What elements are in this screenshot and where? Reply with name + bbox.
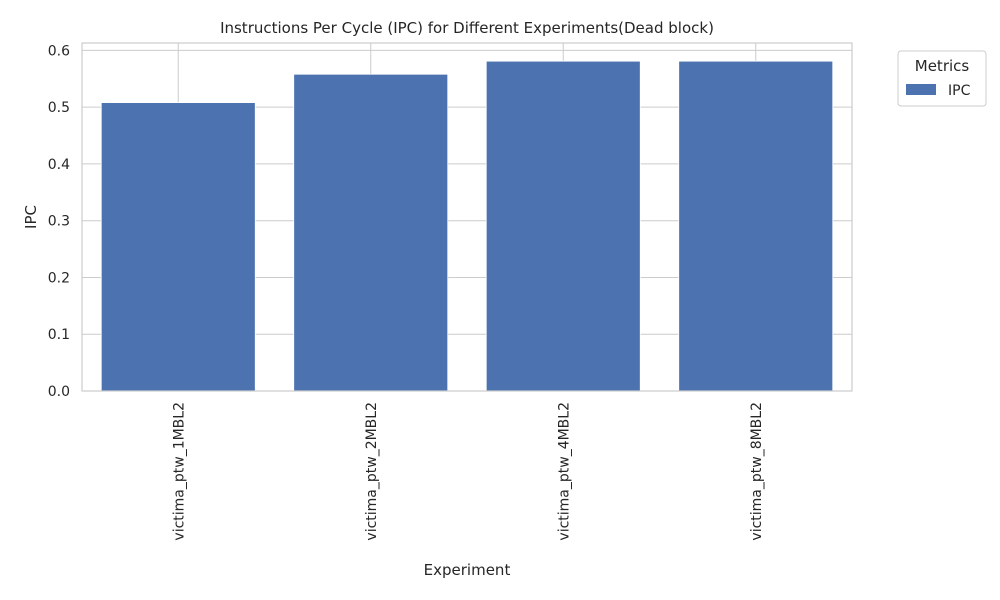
bar-victima_ptw_2MBL2 [293,73,449,392]
chart-title: Instructions Per Cycle (IPC) for Differe… [220,19,714,37]
y-tick-label: 0.5 [48,100,70,116]
legend-label-ipc: IPC [948,83,971,99]
x-tick-label: victima_ptw_2MBL2 [364,402,380,541]
y-tick-label: 0.4 [48,157,70,173]
x-tick-label: victima_ptw_8MBL2 [749,402,765,541]
y-tick-label: 0.2 [48,270,70,286]
bar-victima_ptw_8MBL2 [678,60,834,392]
y-tick-label: 0.1 [48,327,70,343]
y-tick-labels: 0.0 0.1 0.2 0.3 0.4 0.5 0.6 [48,43,70,400]
bar-victima_ptw_4MBL2 [485,60,641,392]
legend-swatch-ipc [906,84,936,95]
x-tick-label: victima_ptw_4MBL2 [556,402,572,541]
y-axis-label: IPC [22,205,40,229]
x-tick-label: victima_ptw_1MBL2 [171,402,187,541]
y-tick-label: 0.3 [48,214,70,230]
legend: Metrics IPC [897,50,987,107]
bar-victima_ptw_1MBL2 [100,102,256,392]
legend-title: Metrics [915,57,970,75]
y-tick-label: 0.6 [48,43,70,59]
plot-frame [81,42,853,392]
y-tick-label: 0.0 [48,384,70,400]
x-axis-label: Experiment [424,561,511,579]
bars [100,60,834,392]
x-tick-labels: victima_ptw_1MBL2 victima_ptw_2MBL2 victim… [171,402,765,541]
